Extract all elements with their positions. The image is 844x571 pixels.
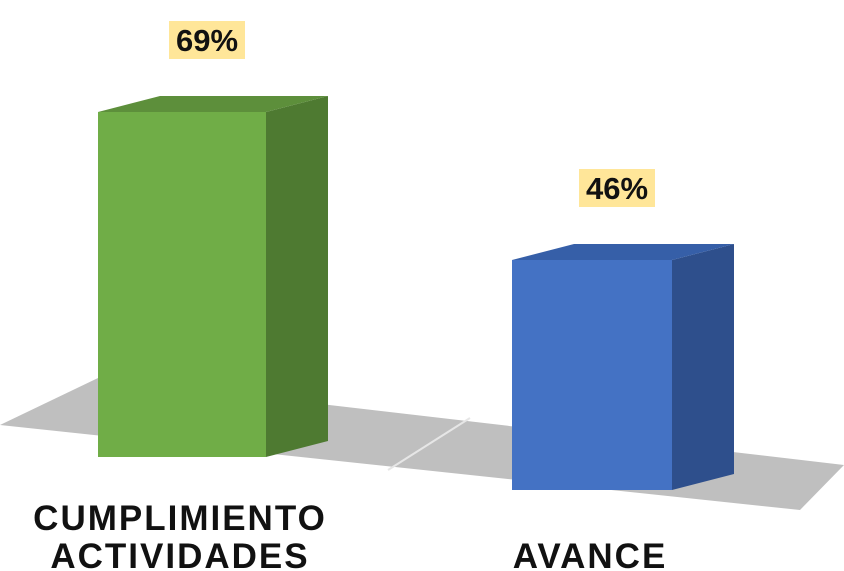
data-label-text: 69% (176, 23, 238, 58)
category-label-line: CUMPLIMIENTO (33, 499, 327, 538)
bar-side-face (672, 244, 734, 490)
category-label-line: ACTIVIDADES (50, 537, 309, 571)
bar-2 (512, 244, 734, 490)
floor-divider (387, 417, 471, 471)
category-label-2: AVANCE (513, 537, 668, 571)
bar-1 (98, 96, 328, 457)
bar-top-face (98, 96, 328, 112)
data-label-1: 69% (169, 21, 245, 59)
bar-front-face (512, 260, 672, 490)
data-label-bg (169, 21, 245, 59)
data-label-bg (579, 169, 655, 207)
category-label-line: AVANCE (513, 537, 668, 571)
bar-front-face (98, 112, 266, 457)
data-label-text: 46% (586, 171, 648, 206)
bar-top-face (512, 244, 734, 260)
bar-side-face (266, 96, 328, 457)
data-label-2: 46% (579, 169, 655, 207)
